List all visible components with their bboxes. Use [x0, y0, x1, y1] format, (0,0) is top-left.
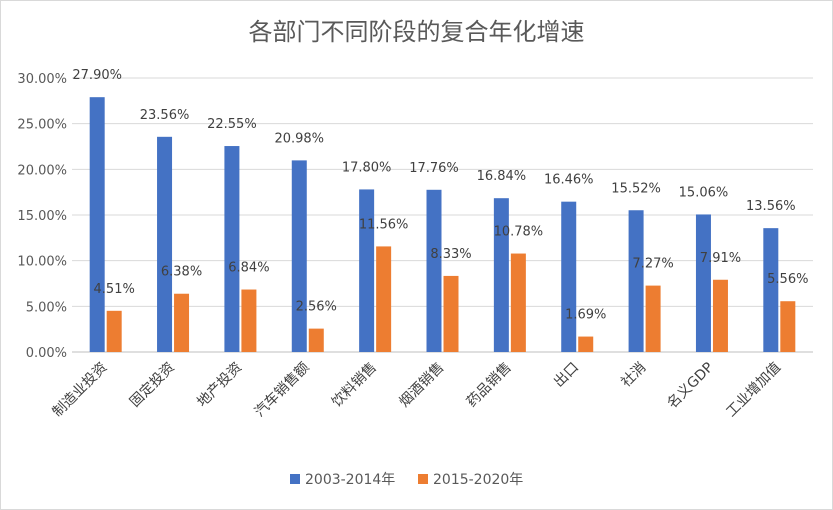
bar-series-2 [712, 279, 728, 352]
bar-series-1 [628, 210, 644, 352]
data-label: 16.46% [544, 173, 594, 188]
y-tick-label: 0.00% [26, 346, 67, 361]
data-label: 8.33% [430, 247, 471, 262]
data-label: 27.90% [72, 68, 122, 83]
legend-label: 2003-2014年 [305, 472, 395, 488]
bar-series-1 [224, 146, 240, 352]
data-label: 6.84% [228, 261, 269, 276]
chart-title: 各部门不同阶段的复合年化增速 [248, 18, 585, 46]
bar-series-2 [106, 310, 122, 352]
data-label: 15.06% [679, 185, 729, 200]
legend: 2003-2014年 2015-2020年 [290, 472, 523, 488]
y-tick-label: 20.00% [17, 163, 67, 178]
y-tick-label: 5.00% [26, 300, 67, 315]
y-tick-label: 30.00% [17, 72, 67, 87]
bar-series-1 [89, 97, 105, 353]
x-category-label: 地产投资 [194, 360, 245, 411]
bars [89, 97, 796, 353]
bar-series-1 [493, 198, 509, 352]
data-label: 7.91% [700, 251, 741, 266]
bar-series-1 [763, 228, 779, 352]
x-category-label: 名义GDP [664, 360, 716, 412]
bar-series-2 [308, 328, 324, 352]
bar-series-1 [426, 189, 442, 352]
x-category-label: 汽车销售额 [251, 359, 313, 421]
bar-series-2 [780, 301, 796, 352]
y-tick-label: 10.00% [17, 255, 67, 270]
bar-series-2 [645, 285, 661, 352]
data-label: 20.98% [274, 131, 324, 146]
gridlines [72, 77, 813, 353]
bar-series-2 [174, 293, 190, 352]
data-label: 13.56% [746, 199, 796, 214]
y-axis-ticks: 0.00% 5.00% 10.00% 15.00% 20.00% 25.00% 30.00% [17, 72, 67, 361]
x-axis-categories: 制造业投资 固定投资 地产投资 汽车销售额 饮料销售 烟酒销售 药品销售 出口 社消 名义GDP 工… [50, 359, 784, 421]
bar-series-1 [157, 136, 173, 352]
x-category-label: 出口 [551, 360, 582, 391]
x-category-label: 烟酒销售 [396, 360, 447, 411]
data-label: 6.38% [161, 265, 202, 280]
x-category-label: 社消 [618, 360, 649, 391]
legend-swatch [290, 474, 300, 484]
bar-series-1 [561, 201, 577, 352]
x-category-label: 药品销售 [464, 360, 515, 411]
data-label: 17.76% [409, 161, 459, 176]
bar-series-1 [359, 189, 375, 352]
data-label: 17.80% [342, 160, 392, 175]
bar-series-2 [376, 246, 392, 352]
x-category-label: 工业增加值 [723, 360, 784, 421]
data-label: 4.51% [94, 282, 135, 297]
legend-label: 2015-2020年 [433, 472, 523, 488]
data-label: 23.56% [140, 108, 190, 123]
bar-series-2 [443, 275, 459, 352]
bar-series-1 [695, 214, 711, 352]
data-labels: 27.90% 4.51% 23.56% 6.38% 22.55% 6.84% 20.98% 2… [72, 68, 808, 322]
data-label: 22.55% [207, 117, 257, 132]
x-category-label: 固定投资 [127, 360, 178, 411]
y-tick-label: 15.00% [17, 209, 67, 224]
bar-series-1 [291, 160, 307, 352]
data-label: 1.69% [565, 308, 606, 323]
data-label: 2.56% [296, 300, 337, 315]
data-label: 7.27% [632, 257, 673, 272]
x-category-label: 饮料销售 [329, 360, 380, 411]
x-category-label: 制造业投资 [50, 360, 111, 421]
data-label: 10.78% [494, 225, 544, 240]
data-label: 5.56% [767, 272, 808, 287]
bar-series-2 [578, 336, 594, 352]
legend-swatch [418, 474, 428, 484]
data-label: 15.52% [611, 181, 661, 196]
data-label: 16.84% [477, 169, 527, 184]
data-label: 11.56% [359, 217, 409, 232]
y-tick-label: 25.00% [17, 118, 67, 133]
bar-series-2 [510, 253, 526, 352]
bar-series-2 [241, 289, 257, 352]
